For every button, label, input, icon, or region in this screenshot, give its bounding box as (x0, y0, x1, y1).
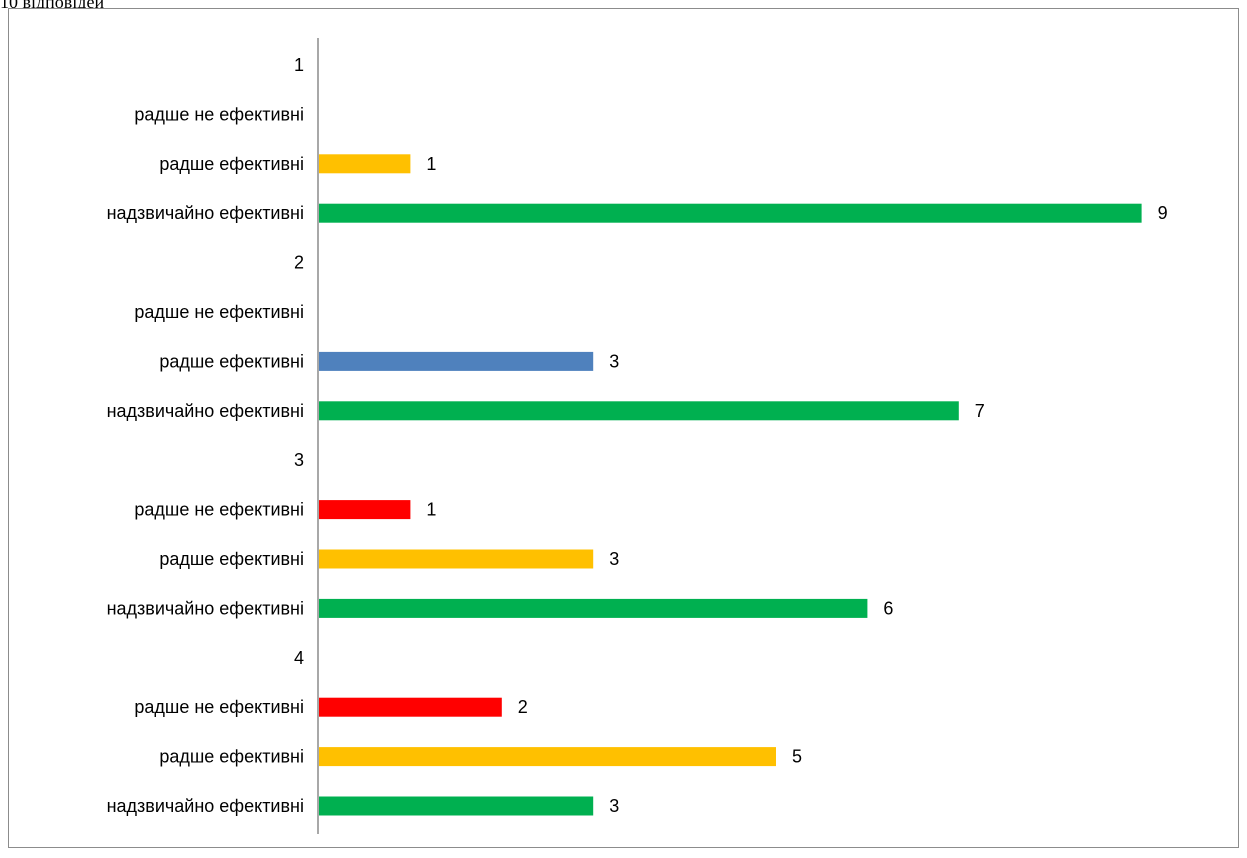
data-label: 9 (1158, 203, 1168, 223)
category-label: радше не ефективні (134, 104, 304, 124)
data-label: 5 (792, 747, 802, 767)
chart-frame (8, 8, 1239, 848)
bar (319, 697, 502, 717)
category-label: 1 (294, 55, 304, 75)
data-label: 6 (883, 598, 893, 618)
category-label: 2 (294, 253, 304, 273)
data-label: 3 (609, 549, 619, 569)
category-label: радше ефективні (159, 549, 304, 569)
data-label: 7 (975, 401, 985, 421)
bar (319, 154, 411, 174)
category-label: радше не ефективні (134, 500, 304, 520)
category-labels-layer: 1 радше не ефективні радше ефективні надзви… (107, 55, 304, 816)
data-label: 1 (426, 154, 436, 174)
category-label: надзвичайно ефективні (107, 203, 304, 223)
bar (319, 351, 594, 371)
category-label: радше ефективні (159, 351, 304, 371)
category-label: надзвичайно ефективні (107, 598, 304, 618)
data-label: 3 (609, 351, 619, 371)
category-label: радше не ефективні (134, 302, 304, 322)
category-label: надзвичайно ефективні (107, 401, 304, 421)
category-label: радше ефективні (159, 747, 304, 767)
bar (319, 401, 959, 421)
bars-layer (319, 154, 1142, 816)
bar (319, 747, 776, 767)
category-label: надзвичайно ефективні (107, 796, 304, 816)
category-label: 3 (294, 450, 304, 470)
bar (319, 598, 868, 618)
category-label: радше не ефективні (134, 697, 304, 717)
data-label: 3 (609, 796, 619, 816)
bar (319, 796, 594, 816)
bar (319, 203, 1142, 223)
data-labels-layer: 1 9 3 7 1 3 6 2 5 3 (426, 154, 1167, 816)
bar (319, 549, 594, 569)
category-label: 4 (294, 648, 304, 668)
category-label: радше ефективні (159, 154, 304, 174)
data-label: 2 (518, 697, 528, 717)
data-label: 1 (426, 500, 436, 520)
bar (319, 500, 411, 520)
